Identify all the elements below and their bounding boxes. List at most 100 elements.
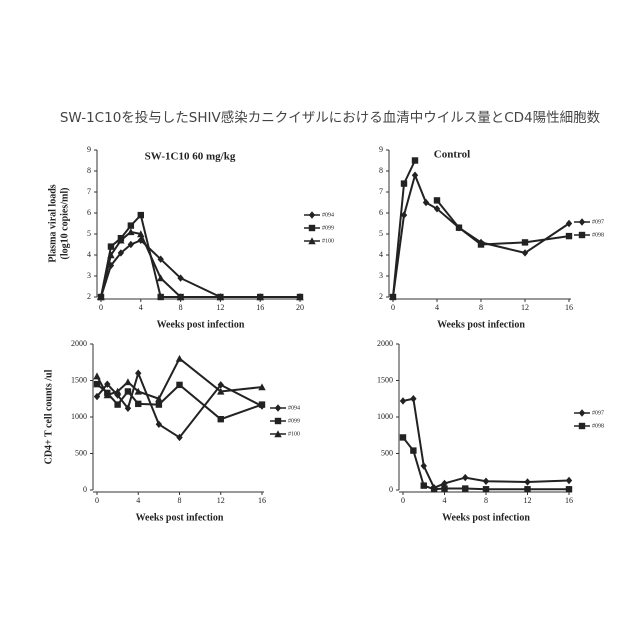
y-tick-label: 1500 bbox=[377, 375, 393, 384]
y-axis-label: (log10 copies/ml) bbox=[59, 188, 70, 260]
series-line bbox=[403, 399, 569, 488]
y-tick-label: 4 bbox=[87, 250, 91, 259]
x-tick-label: 8 bbox=[484, 496, 488, 505]
x-tick-label: 0 bbox=[99, 303, 103, 312]
x-tick-label: 4 bbox=[139, 303, 143, 312]
y-tick-label: 7 bbox=[379, 187, 383, 196]
legend-marker bbox=[579, 423, 585, 429]
legend-label: #098 bbox=[592, 423, 604, 429]
chart-title: SW-1C10 60 mg/kg bbox=[145, 151, 236, 163]
legend-marker bbox=[579, 232, 585, 238]
marker bbox=[412, 157, 418, 163]
marker bbox=[441, 485, 447, 491]
legend-label: #097 bbox=[592, 219, 604, 225]
marker bbox=[522, 239, 528, 245]
marker bbox=[462, 474, 468, 481]
legend-label: #097 bbox=[592, 410, 604, 416]
marker bbox=[566, 486, 572, 492]
marker bbox=[412, 172, 418, 179]
y-tick-label: 4 bbox=[379, 250, 383, 259]
legend-marker bbox=[309, 225, 315, 231]
y-tick-label: 8 bbox=[379, 166, 383, 175]
marker bbox=[176, 355, 183, 362]
legend-label: #094 bbox=[322, 212, 334, 218]
legend-marker bbox=[579, 409, 585, 416]
y-tick-label: 5 bbox=[87, 229, 91, 238]
marker bbox=[566, 477, 572, 484]
marker bbox=[478, 241, 484, 247]
marker bbox=[157, 274, 164, 281]
y-tick-label: 2 bbox=[379, 292, 383, 301]
marker bbox=[566, 233, 572, 239]
y-tick-label: 500 bbox=[75, 448, 87, 457]
x-tick-label: 4 bbox=[136, 496, 140, 505]
marker bbox=[390, 294, 396, 300]
legend-label: #099 bbox=[322, 225, 334, 231]
marker bbox=[125, 388, 131, 394]
marker bbox=[135, 401, 141, 407]
x-tick-label: 4 bbox=[435, 303, 439, 312]
x-tick-label: 0 bbox=[391, 303, 395, 312]
y-tick-label: 5 bbox=[379, 229, 383, 238]
marker bbox=[114, 401, 120, 407]
legend-marker bbox=[309, 211, 315, 218]
marker bbox=[400, 397, 406, 404]
marker bbox=[156, 401, 162, 407]
marker bbox=[421, 482, 427, 488]
marker bbox=[259, 401, 265, 407]
y-tick-label: 0 bbox=[389, 485, 393, 494]
y-tick-label: 6 bbox=[87, 208, 91, 217]
y-axis-label: CD4+ T cell counts /ul bbox=[43, 369, 54, 464]
x-tick-label: 8 bbox=[179, 303, 183, 312]
y-tick-label: 0 bbox=[83, 485, 87, 494]
marker bbox=[434, 197, 440, 203]
legend-label: #100 bbox=[322, 238, 334, 244]
marker bbox=[400, 434, 406, 440]
y-tick-label: 3 bbox=[379, 271, 383, 280]
legend-label: #094 bbox=[288, 405, 300, 411]
chart-title: Control bbox=[434, 149, 470, 161]
x-tick-label: 16 bbox=[256, 303, 264, 312]
x-tick-label: 12 bbox=[521, 303, 529, 312]
series-line bbox=[393, 161, 569, 298]
x-tick-label: 12 bbox=[216, 303, 224, 312]
marker bbox=[462, 485, 468, 491]
y-tick-label: 6 bbox=[379, 208, 383, 217]
marker bbox=[108, 243, 114, 249]
x-tick-label: 8 bbox=[178, 496, 182, 505]
figure: SW-1C10を投与したSHIV感染カニクイザルにおける血清中ウイルス量とCD4… bbox=[0, 0, 640, 640]
figure-title: SW-1C10を投与したSHIV感染カニクイザルにおける血清中ウイルス量とCD4… bbox=[60, 109, 601, 126]
marker bbox=[158, 294, 164, 300]
x-tick-label: 20 bbox=[296, 303, 304, 312]
x-tick-label: 8 bbox=[479, 303, 483, 312]
marker bbox=[93, 372, 100, 379]
y-tick-label: 2 bbox=[87, 292, 91, 301]
legend-label: #100 bbox=[288, 431, 300, 437]
marker bbox=[483, 486, 489, 492]
x-tick-label: 16 bbox=[565, 496, 573, 505]
x-tick-label: 0 bbox=[401, 496, 405, 505]
y-tick-label: 2000 bbox=[377, 339, 393, 348]
x-tick-label: 4 bbox=[443, 496, 447, 505]
marker bbox=[431, 486, 437, 492]
x-tick-label: 16 bbox=[258, 496, 266, 505]
marker bbox=[218, 416, 224, 422]
marker bbox=[176, 382, 182, 388]
legend-label: #098 bbox=[592, 232, 604, 238]
series-line bbox=[393, 175, 569, 297]
legend-marker bbox=[275, 404, 281, 411]
marker bbox=[524, 478, 530, 485]
x-tick-label: 16 bbox=[565, 303, 573, 312]
legend-marker bbox=[579, 218, 585, 225]
x-axis-label: Weeks post infection bbox=[157, 319, 245, 330]
y-tick-label: 8 bbox=[87, 166, 91, 175]
marker bbox=[138, 212, 144, 218]
marker bbox=[456, 225, 462, 231]
y-tick-label: 1000 bbox=[71, 412, 87, 421]
marker bbox=[135, 370, 141, 377]
y-tick-label: 1500 bbox=[71, 375, 87, 384]
marker bbox=[423, 199, 429, 206]
marker bbox=[124, 378, 131, 385]
x-axis-label: Weeks post infection bbox=[136, 512, 224, 523]
marker bbox=[128, 222, 134, 228]
